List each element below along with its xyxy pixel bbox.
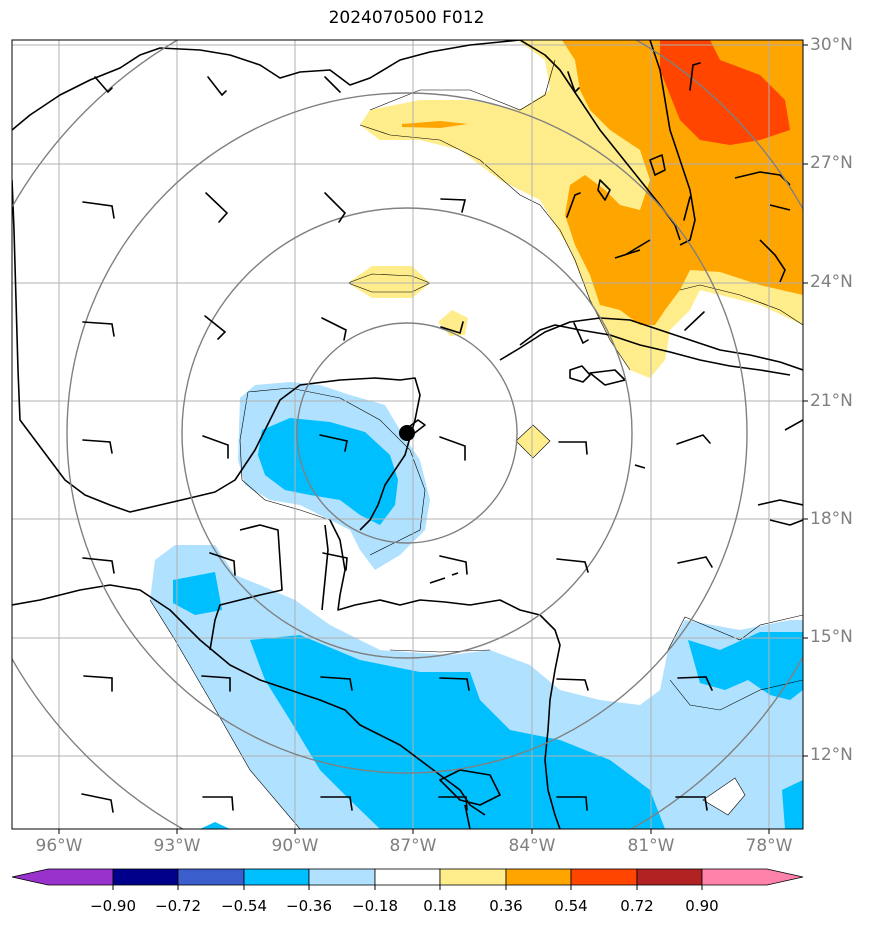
lat-label-15n: 15°N	[810, 627, 853, 647]
colorbar-label: −0.54	[221, 897, 267, 915]
colorbar-label: 0.54	[554, 897, 588, 915]
colorbar-label: 0.90	[685, 897, 719, 915]
lon-label-78w: 78°W	[745, 836, 793, 856]
lat-label-24n: 24°N	[810, 272, 853, 292]
colorbar-label: 0.72	[620, 897, 654, 915]
lon-label-84w: 84°W	[508, 836, 556, 856]
colorbar-segment	[505, 868, 572, 886]
colorbar	[11, 868, 804, 890]
colorbar-segment	[374, 868, 441, 886]
colorbar-label: 0.36	[489, 897, 523, 915]
lat-label-27n: 27°N	[810, 153, 853, 173]
colorbar-segment	[112, 868, 179, 886]
colorbar-segment	[636, 868, 703, 886]
colorbar-segment	[243, 868, 310, 886]
lon-label-81w: 81°W	[627, 836, 675, 856]
lon-label-90w: 90°W	[271, 836, 319, 856]
storm-center-marker	[399, 425, 415, 441]
colorbar-label: −0.72	[155, 897, 201, 915]
lat-label-30n: 30°N	[810, 35, 853, 55]
range-rings	[12, 40, 803, 829]
wind-barbs	[81, 62, 713, 813]
colorbar-label: −0.18	[352, 897, 398, 915]
colorbar-segment	[308, 868, 376, 886]
map-title: 2024070500 F012	[328, 8, 485, 28]
lat-label-21n: 21°N	[810, 391, 853, 411]
colorbar-label: 0.18	[423, 897, 457, 915]
colorbar-label: −0.36	[286, 897, 332, 915]
lon-label-96w: 96°W	[35, 836, 83, 856]
lat-label-18n: 18°N	[810, 509, 853, 529]
colorbar-segment	[570, 868, 638, 886]
map-area	[12, 40, 803, 829]
colorbar-segment	[701, 868, 804, 886]
colorbar-segment	[439, 868, 507, 886]
colorbar-segment	[177, 868, 245, 886]
graticule	[12, 40, 803, 829]
lon-label-93w: 93°W	[153, 836, 201, 856]
colorbar-label: −0.90	[90, 897, 136, 915]
map-frame	[11, 39, 804, 830]
colorbar-segment	[11, 868, 114, 886]
lat-label-12n: 12°N	[810, 745, 853, 765]
axis-ticks	[58, 44, 808, 834]
lon-label-87w: 87°W	[389, 836, 437, 856]
coastlines	[12, 40, 803, 829]
